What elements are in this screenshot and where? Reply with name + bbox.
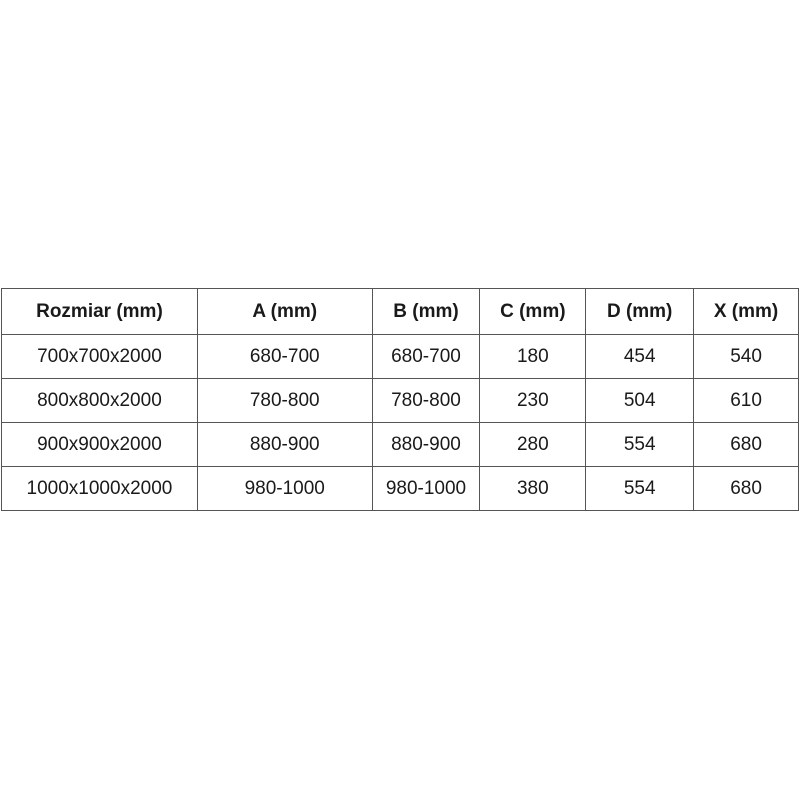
header-d: D (mm) xyxy=(585,288,695,335)
cell-d: 554 xyxy=(585,422,695,467)
header-size: Rozmiar (mm) xyxy=(1,288,198,335)
cell-c: 180 xyxy=(479,334,587,379)
table-row: 900x900x2000 880-900 880-900 280 554 680 xyxy=(1,422,799,467)
cell-b: 880-900 xyxy=(371,422,481,467)
header-c: C (mm) xyxy=(479,288,587,335)
cell-a: 980-1000 xyxy=(196,466,373,511)
cell-size: 800x800x2000 xyxy=(1,378,198,423)
cell-size: 1000x1000x2000 xyxy=(1,466,198,511)
cell-x: 540 xyxy=(693,334,799,379)
cell-x: 610 xyxy=(693,378,799,423)
header-b: B (mm) xyxy=(371,288,481,335)
cell-x: 680 xyxy=(693,466,799,511)
cell-b: 980-1000 xyxy=(371,466,481,511)
cell-c: 230 xyxy=(479,378,587,423)
cell-b: 780-800 xyxy=(371,378,481,423)
cell-a: 780-800 xyxy=(196,378,373,423)
cell-b: 680-700 xyxy=(371,334,481,379)
cell-size: 900x900x2000 xyxy=(1,422,198,467)
cell-a: 880-900 xyxy=(196,422,373,467)
table-row: 700x700x2000 680-700 680-700 180 454 540 xyxy=(1,334,799,379)
table-row: 1000x1000x2000 980-1000 980-1000 380 554 680 xyxy=(1,466,799,511)
header-row: Rozmiar (mm) A (mm) B (mm) C (mm) D (mm)… xyxy=(1,288,799,335)
table-row: 800x800x2000 780-800 780-800 230 504 610 xyxy=(1,378,799,423)
cell-d: 504 xyxy=(585,378,695,423)
cell-c: 380 xyxy=(479,466,587,511)
header-a: A (mm) xyxy=(196,288,373,335)
cell-c: 280 xyxy=(479,422,587,467)
dimensions-table: Rozmiar (mm) A (mm) B (mm) C (mm) D (mm)… xyxy=(1,288,799,511)
cell-d: 454 xyxy=(585,334,695,379)
header-x: X (mm) xyxy=(693,288,799,335)
cell-d: 554 xyxy=(585,466,695,511)
cell-x: 680 xyxy=(693,422,799,467)
cell-size: 700x700x2000 xyxy=(1,334,198,379)
cell-a: 680-700 xyxy=(196,334,373,379)
